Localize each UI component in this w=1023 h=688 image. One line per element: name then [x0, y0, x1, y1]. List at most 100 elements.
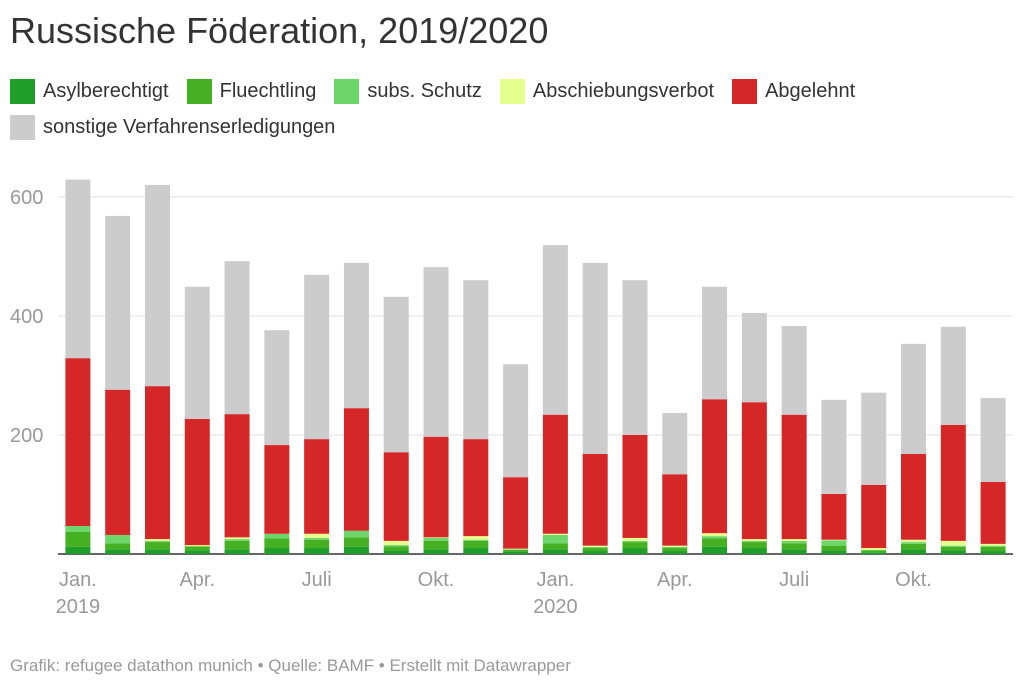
bar-segment — [622, 540, 648, 543]
bar-segment — [304, 533, 330, 538]
bar-segment — [264, 330, 290, 446]
chart-title: Russische Föderation, 2019/2020 — [10, 10, 549, 51]
y-tick-label: 200 — [10, 425, 43, 447]
source-note: Grafik: refugee datathon munich • Quelle… — [10, 656, 571, 675]
bar-segment — [980, 543, 1006, 546]
x-tick-label: Apr. — [179, 569, 215, 591]
x-tick-label: Apr. — [657, 569, 693, 591]
bar-segment — [980, 398, 1006, 482]
bar-segment — [383, 452, 409, 541]
bar-segment — [662, 474, 688, 546]
bar-segment — [503, 549, 529, 552]
bar-segment — [622, 542, 648, 549]
bar-segment — [542, 245, 568, 415]
bar-segment — [224, 414, 250, 538]
bar-segment — [781, 540, 807, 544]
bar-segment — [980, 481, 1006, 544]
x-tick-label-line: Jan. — [536, 569, 574, 591]
bar-segment — [463, 548, 489, 554]
bar-segment — [901, 549, 927, 554]
bar-segment — [264, 445, 290, 534]
bar-segment — [901, 343, 927, 454]
bar-segment — [781, 539, 807, 541]
bar-segment — [622, 434, 648, 538]
bar-segment — [65, 358, 91, 527]
bar-segment — [622, 548, 648, 554]
bar-segment — [264, 538, 290, 549]
chart: 200 400 600 Jan. 2019 Apr. Juli Okt. Jan. 2020 Apr… — [10, 179, 1013, 618]
bar-segment — [702, 286, 728, 400]
bar-segment — [503, 477, 529, 549]
bar-segment — [940, 326, 966, 425]
x-tick-label-line: Jan. — [59, 569, 97, 591]
bar-segment — [184, 286, 210, 419]
bar-segment — [702, 546, 728, 554]
x-tick-label: Okt. — [418, 569, 455, 591]
bar-segment — [503, 364, 529, 478]
bar-segment — [184, 418, 210, 546]
bar-segment — [224, 537, 250, 540]
bar-segment — [383, 545, 409, 547]
x-tick-label: Jan. 2020 — [533, 569, 578, 618]
x-tick-label-line: 2019 — [56, 596, 101, 618]
bar-segment — [144, 386, 170, 540]
bar-segment — [343, 546, 369, 554]
bar-segment — [224, 540, 250, 550]
bar-segment — [861, 552, 887, 554]
bar-segment — [423, 549, 449, 554]
x-tick-label-line: Okt. — [895, 569, 932, 591]
bar-segment — [741, 312, 767, 403]
bar-segment — [940, 540, 966, 546]
legend-label: subs. Schutz — [367, 79, 482, 102]
legend-item: Fluechtling — [186, 78, 316, 104]
bar-segment — [463, 539, 489, 541]
bar-segment — [423, 537, 449, 541]
bar-segment — [423, 267, 449, 437]
bar-segment — [940, 545, 966, 547]
bar-segment — [184, 546, 210, 551]
bar-segment — [343, 530, 369, 538]
bar-segment — [184, 545, 210, 547]
bar-segment — [781, 543, 807, 550]
y-tick-label: 400 — [10, 306, 43, 328]
legend-swatch — [10, 78, 35, 104]
bar-segment — [224, 539, 250, 541]
bar-segment — [304, 548, 330, 554]
bar-segment — [980, 546, 1006, 552]
bar-segment — [542, 414, 568, 534]
bar-segment — [144, 539, 170, 541]
bar-segment — [781, 549, 807, 554]
bar-segment — [861, 549, 887, 551]
bar-segment — [741, 542, 767, 549]
bar-segment — [741, 548, 767, 554]
bar-segment — [861, 550, 887, 553]
bar-segment — [105, 389, 131, 535]
bar-segment — [144, 549, 170, 554]
bar-segment — [343, 262, 369, 409]
x-tick-label: Juli — [302, 569, 332, 591]
bar-segment — [781, 414, 807, 540]
bar-segment — [224, 549, 250, 554]
bar-segment — [542, 543, 568, 550]
legend-swatch — [334, 78, 360, 104]
bar-segment — [861, 484, 887, 549]
bar-segment — [65, 179, 91, 359]
legend-swatch — [732, 78, 758, 104]
bar-segment — [542, 549, 568, 554]
bar-segment — [901, 542, 927, 544]
bar-segment — [105, 543, 131, 550]
bar-segment — [144, 184, 170, 387]
bar-segment — [463, 540, 489, 549]
bar-segment — [940, 550, 966, 554]
bar-segment — [901, 543, 927, 550]
bar-segment — [980, 551, 1006, 554]
x-tick-label: Okt. — [895, 569, 932, 591]
bar-segment — [184, 550, 210, 554]
bar-segment — [702, 399, 728, 534]
bar-segment — [542, 533, 568, 535]
bar-segment — [582, 454, 608, 546]
bar-segment — [702, 536, 728, 539]
bar-segment — [304, 439, 330, 534]
bar-segment — [662, 412, 688, 475]
